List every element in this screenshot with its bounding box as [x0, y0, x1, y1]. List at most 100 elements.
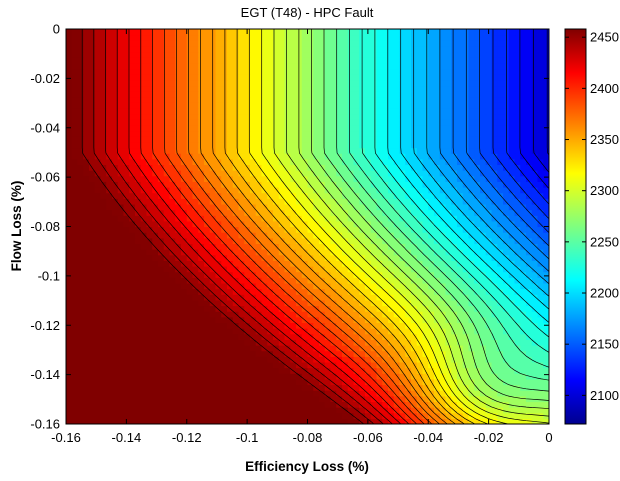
contour-cell — [94, 384, 102, 391]
contour-cell — [336, 237, 343, 245]
contour-cell — [307, 209, 314, 216]
contour-cell — [186, 395, 194, 403]
contour-cell — [227, 390, 234, 397]
contour-cell — [77, 305, 84, 312]
contour-cell — [347, 254, 355, 261]
contour-cell — [192, 266, 199, 273]
contour-cell — [278, 378, 286, 386]
contour-cell — [129, 91, 136, 98]
contour-cell — [537, 294, 544, 301]
contour-cell — [353, 412, 360, 419]
contour-cell — [307, 407, 314, 414]
contour-cell — [112, 153, 119, 160]
contour-cell — [278, 113, 286, 120]
contour-cell — [347, 356, 355, 363]
contour-cell — [520, 175, 527, 182]
contour-cell — [468, 237, 475, 245]
contour-cell — [514, 147, 521, 154]
contour-cell — [428, 187, 435, 194]
contour-cell — [537, 232, 544, 239]
contour-cell — [514, 130, 521, 137]
contour-cell — [451, 390, 458, 397]
contour-cell — [301, 367, 309, 374]
contour-cell — [468, 322, 475, 329]
contour-cell — [255, 294, 263, 301]
contour-cell — [313, 271, 320, 278]
contour-cell — [422, 198, 429, 205]
contour-cell — [215, 311, 222, 318]
contour-cell — [336, 226, 343, 233]
contour-cell — [508, 294, 516, 301]
contour-cell — [278, 277, 286, 284]
contour-cell — [296, 350, 303, 357]
contour-cell — [100, 288, 107, 295]
contour-cell — [209, 373, 217, 380]
contour-cell — [388, 339, 395, 346]
contour-cell — [388, 271, 395, 278]
contour-cell — [152, 102, 159, 109]
contour-cell — [106, 294, 113, 301]
contour-cell — [531, 412, 539, 419]
contour-cell — [163, 299, 171, 307]
contour-cell — [261, 198, 268, 205]
contour-cell — [158, 305, 165, 312]
contour-cell — [186, 124, 194, 132]
contour-cell — [543, 311, 549, 318]
contour-cell — [531, 305, 539, 312]
contour-cell — [313, 187, 320, 194]
contour-cell — [77, 282, 84, 290]
contour-cell — [330, 299, 337, 307]
contour-cell — [388, 91, 395, 98]
contour-cell — [169, 187, 176, 194]
contour-cell — [129, 96, 136, 103]
contour-cell — [66, 215, 73, 222]
contour-cell — [324, 316, 332, 324]
contour-cell — [106, 187, 113, 194]
contour-cell — [181, 164, 188, 171]
contour-cell — [353, 418, 360, 424]
contour-cell — [117, 164, 125, 171]
contour-cell — [221, 260, 228, 267]
contour-cell — [71, 249, 79, 256]
contour-cell — [491, 198, 498, 205]
contour-cell — [146, 350, 153, 357]
contour-cell — [353, 311, 360, 318]
contour-cell — [474, 339, 481, 346]
contour-cell — [175, 294, 182, 301]
contour-cell — [451, 164, 458, 171]
contour-cell — [123, 266, 130, 273]
contour-cell — [227, 299, 234, 307]
contour-cell — [405, 333, 412, 340]
contour-cell — [353, 96, 360, 103]
contour-cell — [135, 288, 142, 295]
contour-cell — [204, 153, 211, 160]
contour-cell — [94, 187, 102, 194]
contour-cell — [388, 390, 395, 397]
contour-cell — [347, 108, 355, 115]
contour-cell — [146, 345, 153, 352]
contour-cell — [365, 113, 372, 120]
contour-cell — [330, 378, 337, 386]
contour-cell — [313, 367, 320, 374]
contour-cell — [388, 113, 395, 120]
contour-cell — [250, 418, 257, 424]
contour-cell — [514, 102, 521, 109]
contour-cell — [347, 390, 355, 397]
contour-cell — [520, 322, 527, 329]
contour-cell — [267, 412, 274, 419]
contour-cell — [514, 136, 521, 143]
contour-cell — [330, 282, 337, 290]
contour-cell — [416, 170, 424, 177]
contour-cell — [89, 119, 96, 126]
contour-cell — [439, 294, 447, 301]
contour-cell — [537, 266, 544, 273]
contour-cell — [393, 277, 401, 284]
contour-cell — [204, 108, 211, 115]
contour-cell — [405, 412, 412, 419]
contour-cell — [324, 373, 332, 380]
contour-cell — [388, 136, 395, 143]
contour-cell — [330, 384, 337, 391]
contour-cell — [209, 237, 217, 245]
contour-cell — [278, 322, 286, 329]
contour-cell — [342, 412, 349, 419]
